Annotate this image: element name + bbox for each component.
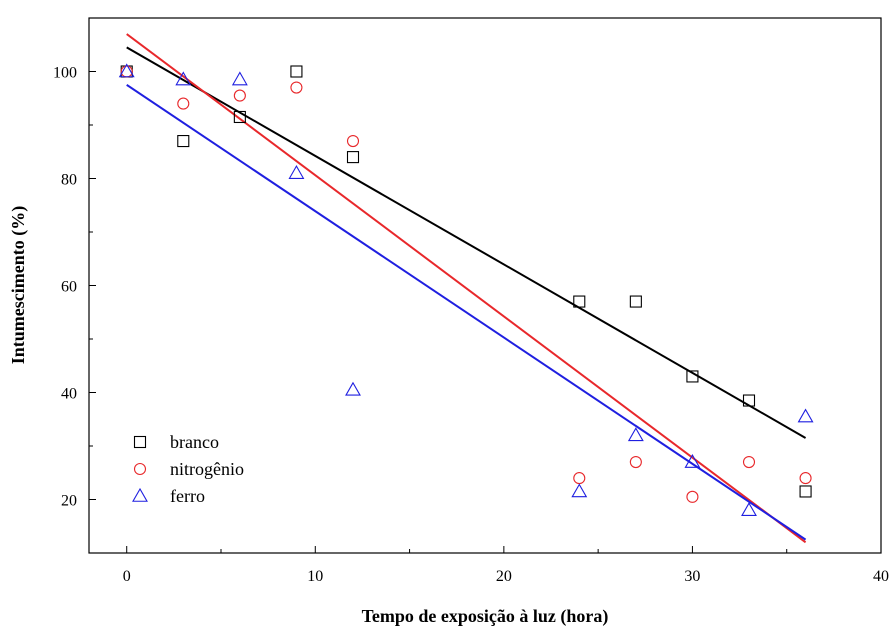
point-triangle: [571, 483, 588, 498]
x-tick-label: 10: [307, 568, 323, 585]
point-triangle: [288, 165, 305, 179]
point-circle: [233, 89, 246, 102]
point-square: [290, 65, 303, 78]
point-triangle: [345, 381, 361, 396]
legend-marker-square: [133, 435, 147, 449]
y-tick-label: 100: [53, 65, 77, 82]
point-circle: [629, 455, 642, 469]
fit-line-circle: [126, 33, 807, 544]
x-tick-label: 0: [123, 568, 131, 585]
legend-marker-circle: [133, 462, 147, 476]
y-tick-label: 40: [61, 386, 77, 403]
point-square: [233, 110, 246, 124]
legend-label: branco: [170, 432, 219, 452]
fit-lines: [126, 33, 807, 544]
point-triangle: [118, 63, 135, 78]
point-square: [177, 135, 190, 148]
point-triangle: [797, 408, 814, 423]
legend-label: nitrogênio: [170, 459, 244, 479]
point-circle: [346, 135, 360, 148]
point-square: [346, 151, 360, 164]
point-triangle: [741, 502, 757, 517]
point-square: [742, 394, 756, 407]
point-triangle: [627, 427, 644, 442]
x-axis-title: Tempo de exposição à luz (hora): [362, 606, 609, 627]
data-points: [118, 63, 814, 517]
point-circle: [742, 455, 756, 469]
legend-marker-triangle: [132, 487, 148, 502]
point-square: [799, 485, 812, 498]
x-tick-label: 30: [684, 568, 700, 585]
fit-line-square: [126, 46, 807, 439]
point-triangle: [231, 71, 248, 86]
point-triangle: [684, 453, 701, 468]
point-square: [686, 370, 699, 383]
point-circle: [686, 490, 699, 503]
x-tick-label: 20: [496, 568, 512, 585]
point-square: [629, 295, 642, 308]
x-tick-label: 40: [873, 568, 889, 585]
legend: branco nitrogênio ferro: [132, 432, 244, 506]
point-circle: [177, 97, 190, 110]
axes: 0 10 20 30 40 20 40 60 80 100: [53, 17, 889, 585]
y-tick-label: 60: [61, 279, 77, 296]
y-tick-label: 20: [61, 493, 77, 510]
fit-line-triangle: [126, 84, 807, 541]
point-square: [573, 295, 586, 308]
point-circle: [573, 472, 586, 485]
point-circle: [290, 81, 303, 94]
legend-label: ferro: [170, 486, 205, 506]
point-triangle: [175, 71, 192, 86]
y-tick-label: 80: [61, 172, 77, 189]
y-axis-title: Intumescimento (%): [8, 206, 29, 364]
point-circle: [799, 472, 812, 485]
